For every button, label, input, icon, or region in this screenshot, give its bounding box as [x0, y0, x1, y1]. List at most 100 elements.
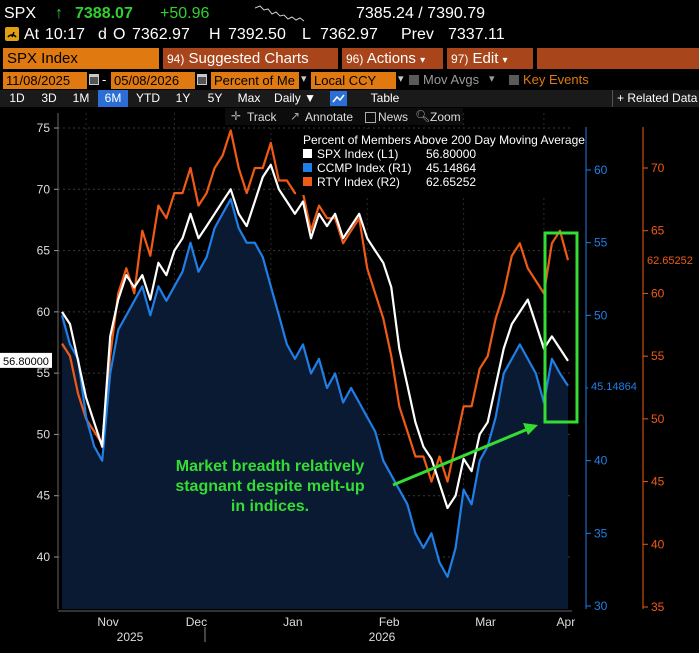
field-selector-value: Percent of Me: [214, 73, 295, 88]
edit-button[interactable]: 97) Edit ▾: [447, 48, 533, 69]
function-bar-filler: [537, 48, 699, 69]
legend-value-rty: 62.65252: [426, 175, 477, 189]
range-5y[interactable]: 5Y: [207, 91, 223, 105]
y-tick-label-r2: 50: [651, 412, 665, 426]
calendar-icon[interactable]: [89, 74, 99, 85]
last-value-label-ccmp: 45.14864: [591, 381, 637, 393]
axes: 75 70 65 60 55 50 45 40 60 55 50 45 40 35 30 70 65 60 55 50…: [37, 113, 665, 644]
table-button[interactable]: Table: [370, 91, 400, 105]
last-value-tag-rty: [645, 252, 699, 268]
track-button[interactable]: Track: [247, 110, 277, 124]
last-value-tag-ccmp: [588, 377, 642, 393]
y-tick-label-r2: 60: [651, 286, 665, 300]
suggested-label: Suggested Charts: [188, 50, 309, 67]
y-tick-label-left: 45: [37, 489, 51, 503]
period-selector[interactable]: Daily ▼: [270, 90, 320, 107]
end-date-value: 05/08/2026: [114, 73, 180, 88]
edit-num: 97): [451, 52, 469, 66]
range-1m[interactable]: 1M: [72, 91, 90, 105]
legend-title: Percent of Members Above 200 Day Moving …: [303, 133, 585, 147]
suggested-charts-button[interactable]: 94) Suggested Charts: [163, 48, 338, 69]
range-1d[interactable]: 1D: [9, 91, 25, 105]
annotation-line: stagnant despite melt-up: [175, 478, 365, 495]
gauge-icon: [4, 26, 20, 42]
legend-label-ccmp: CCMP Index (R1): [317, 161, 412, 175]
x-tick-label-month: Apr: [557, 615, 576, 629]
field-dropdown-icon[interactable]: ▾: [301, 73, 307, 85]
currency-dropdown-icon[interactable]: ▾: [398, 73, 404, 85]
x-tick-label-month: Dec: [186, 615, 207, 629]
period-dropdown-icon: ▼: [304, 91, 316, 105]
start-date-value: 11/08/2025: [6, 73, 71, 88]
bid-ask: 7385.24 / 7390.79: [356, 5, 486, 22]
currency-selector[interactable]: Local CCY: [311, 72, 396, 89]
range-3d[interactable]: 3D: [41, 91, 57, 105]
zoom-icon[interactable]: 🔍︎: [415, 109, 431, 123]
chart-canvas[interactable]: 75 70 65 60 55 50 45 40 60 55 50 45 40 35 30 70 65 60 55 50…: [0, 107, 699, 648]
ccmp-area-fill: [62, 199, 568, 609]
field-selector[interactable]: Percent of Me: [211, 72, 299, 89]
series-line-spx: [61, 163, 569, 510]
y-tick-label-r1: 60: [594, 163, 608, 177]
ticker-bar: SPX ↑ 7388.07 +50.96 7385.24 / 7390.79 A…: [0, 0, 699, 48]
price-change: +50.96: [160, 5, 210, 22]
low-value: 7362.97: [320, 26, 378, 43]
x-tick-label-month: Nov: [97, 615, 118, 629]
edit-label: Edit: [472, 50, 499, 67]
sparkline-icon: [255, 5, 305, 22]
y-tick-label-r1: 50: [594, 308, 608, 322]
y-tick-label-left: 65: [37, 244, 51, 258]
mov-avgs-dropdown-icon[interactable]: ▾: [489, 73, 495, 85]
chart-toolbar: ✛ Track ↗ Annotate News 🔍︎ Zoom: [225, 108, 463, 125]
last-value-tag-spx: [0, 352, 52, 368]
actions-label: Actions: [366, 50, 416, 67]
key-events-label: Key Events: [523, 72, 589, 87]
annotate-icon[interactable]: ↗: [290, 109, 301, 123]
last-price: 7388.07: [75, 5, 133, 22]
security-field[interactable]: SPX Index: [3, 48, 159, 69]
annotation-line: Market breadth relatively: [175, 458, 365, 475]
legend-label-spx: SPX Index (L1): [317, 147, 399, 161]
legend-swatch-spx: [303, 149, 312, 158]
series-lines: [60, 129, 570, 578]
actions-button[interactable]: 96) Actions ▾: [342, 48, 443, 69]
range-ytd[interactable]: YTD: [136, 91, 160, 105]
y-tick-label-left: 50: [37, 427, 51, 441]
zoom-button[interactable]: Zoom: [430, 110, 461, 124]
suggested-num: 94): [167, 52, 185, 66]
y-tick-label-r2: 45: [651, 475, 665, 489]
period-value: Daily: [274, 91, 301, 105]
crosshair-icon[interactable]: ✛: [231, 109, 242, 123]
annotate-button[interactable]: Annotate: [305, 110, 354, 124]
annotation-text: Market breadth relatively stagnant despi…: [150, 457, 390, 517]
y-tick-label-left: 70: [37, 182, 51, 196]
y-tick-label-r1: 35: [594, 526, 608, 540]
line-chart-icon[interactable]: [330, 91, 347, 106]
legend-value-spx: 56.80000: [426, 147, 477, 161]
related-data-button[interactable]: + Related Data: [612, 90, 699, 107]
annotation-arrow-line: [392, 427, 529, 487]
highlight-box: [543, 231, 579, 424]
calendar-icon[interactable]: [197, 74, 207, 85]
y-tick-label-left: 75: [37, 121, 51, 135]
key-events-checkbox[interactable]: [509, 75, 519, 85]
end-date-field[interactable]: 05/08/2026: [111, 72, 195, 89]
range-max[interactable]: Max: [237, 91, 261, 105]
y-tick-label-left: 60: [37, 305, 51, 319]
news-button[interactable]: News: [378, 110, 409, 124]
news-icon[interactable]: [365, 112, 376, 123]
legend-swatch-ccmp: [303, 163, 312, 172]
function-bar: SPX Index 94) Suggested Charts 96) Actio…: [0, 48, 699, 70]
legend-swatch-rty: [303, 177, 312, 186]
mov-avgs-checkbox[interactable]: [409, 75, 419, 85]
start-date-field[interactable]: 11/08/2025: [3, 72, 87, 89]
y-tick-label-r2: 40: [651, 537, 665, 551]
y-tick-label-r2: 70: [651, 161, 665, 175]
prev-label: Prev: [401, 26, 434, 43]
y-tick-label-left: 40: [37, 550, 51, 564]
range-1y[interactable]: 1Y: [175, 91, 191, 105]
y-tick-label-r2: 55: [651, 349, 665, 363]
range-6m[interactable]: 6M: [98, 90, 128, 107]
ticker-symbol[interactable]: SPX: [4, 5, 37, 22]
last-value-label-rty: 62.65252: [647, 255, 693, 267]
